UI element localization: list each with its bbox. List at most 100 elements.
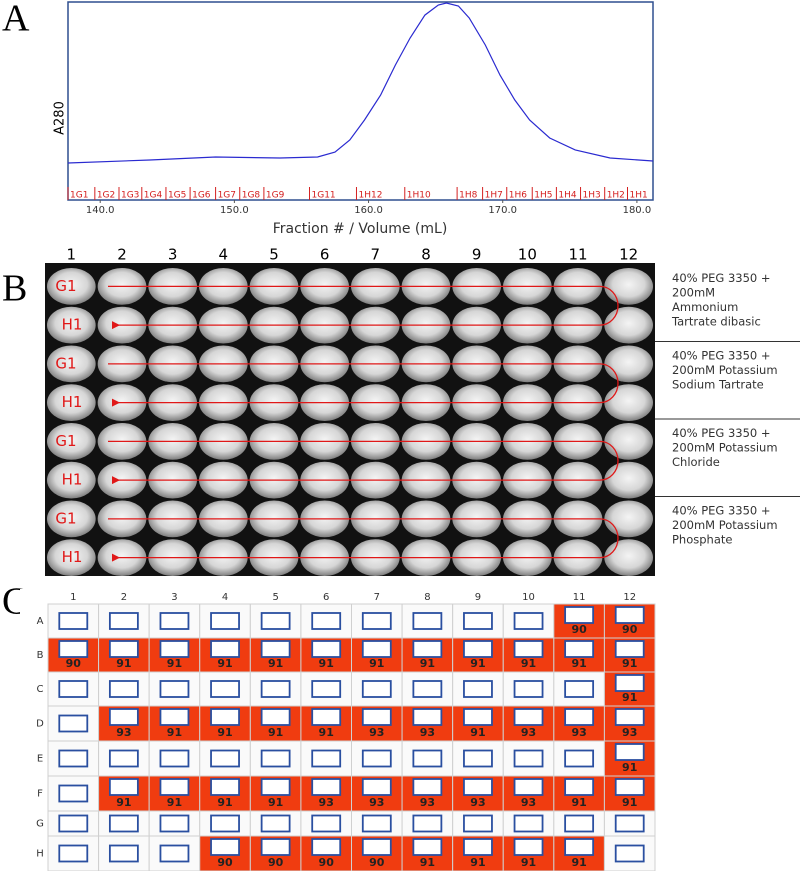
column-number: 4 [219,246,229,264]
drop-box [513,749,544,768]
score: 91 [167,657,182,670]
drop-box [564,778,595,796]
drop-box [311,708,342,726]
drop-box [614,640,645,658]
well-image [604,500,654,538]
fraction-label: 1H12 [358,191,382,201]
drop-box [108,749,139,768]
x-tick-label: 160.0 [354,205,383,216]
score: 91 [571,856,586,869]
drop-box [260,838,291,856]
score: 90 [571,623,587,636]
drop-box [513,680,544,698]
drop-box [58,784,89,803]
well-image [604,384,654,421]
drop-box [311,838,342,856]
drop-box [513,708,544,726]
condition-text: 200mM Potassium [672,440,778,454]
drop-box [463,814,493,833]
fraction-label: 1H3 [583,191,601,201]
score: 91 [369,657,384,670]
condition-text: Ammonium [672,300,738,314]
fraction-label: 1G1 [70,191,88,201]
score: 91 [470,657,485,670]
table-row-header: G [36,819,44,830]
score: 91 [622,796,637,809]
table-row-header: H [36,849,44,860]
condition-text: 40% PEG 3350 + [672,503,771,517]
drop-box [108,814,139,833]
drop-box [58,844,89,863]
well-cell [300,603,352,639]
score: 91 [571,796,586,809]
score: 91 [116,796,131,809]
well-cell [502,671,555,707]
drop-box [564,680,595,698]
drop-box [311,612,342,630]
x-axis-label: Fraction # / Volume (mL) [273,221,448,237]
row-label: G1 [55,354,76,372]
drop-box [159,844,190,863]
drop-box [412,640,443,658]
table-row-header: E [37,754,43,765]
table-row-header: A [37,616,44,627]
score: 93 [420,796,435,809]
drop-box [260,612,291,630]
fraction-label: 1H2 [607,191,625,201]
score: 91 [319,657,334,670]
score: 93 [420,726,435,739]
drop-box [564,814,595,833]
drop-box [463,749,493,768]
x-tick-label: 180.0 [623,205,652,216]
drop-box [108,612,139,630]
row-label: G1 [55,277,76,295]
drop-box [614,708,645,726]
well-image [47,268,96,305]
drop-box [361,838,392,856]
fraction-label: 1H4 [558,191,576,201]
column-number: 3 [168,246,178,264]
score: 90 [268,856,284,869]
panel-label: B [2,268,27,310]
drop-box [108,708,139,726]
score: 91 [420,657,435,670]
column-number: 11 [568,246,587,264]
well-image [604,423,654,460]
score: 91 [167,726,182,739]
drop-box [108,680,139,698]
drop-box [260,778,291,796]
y-axis-label: A280 [53,101,68,135]
table-column-header: 7 [374,592,380,603]
path-arrow [108,518,619,562]
fraction-label: 1H5 [534,191,552,201]
drop-box [361,749,392,768]
drop-box [614,814,645,833]
x-tick-label: 170.0 [488,205,517,216]
drop-box [159,814,190,833]
table-row-header: C [37,684,44,695]
drop-box [614,606,645,624]
x-tick-label: 150.0 [220,205,249,216]
drop-box [311,680,342,698]
drop-box [210,749,240,768]
drop-box [260,640,291,658]
score: 91 [268,726,283,739]
panel-label: A [2,0,30,40]
score: 91 [622,761,637,774]
score: 91 [268,657,283,670]
condition-text: Tartrate dibasic [671,314,761,328]
drop-box [614,674,645,692]
fraction-label: 1G3 [121,191,139,201]
drop-box [412,838,443,856]
column-number: 1 [67,246,77,264]
row-label: H1 [62,393,83,411]
condition-text: 200mM [672,285,715,299]
drop-box [564,838,595,856]
drop-box [210,680,240,698]
fraction-label: 1G4 [144,191,163,201]
score: 91 [268,796,283,809]
drop-box [463,612,493,630]
score: 90 [66,657,82,670]
row-label: G1 [55,432,76,450]
